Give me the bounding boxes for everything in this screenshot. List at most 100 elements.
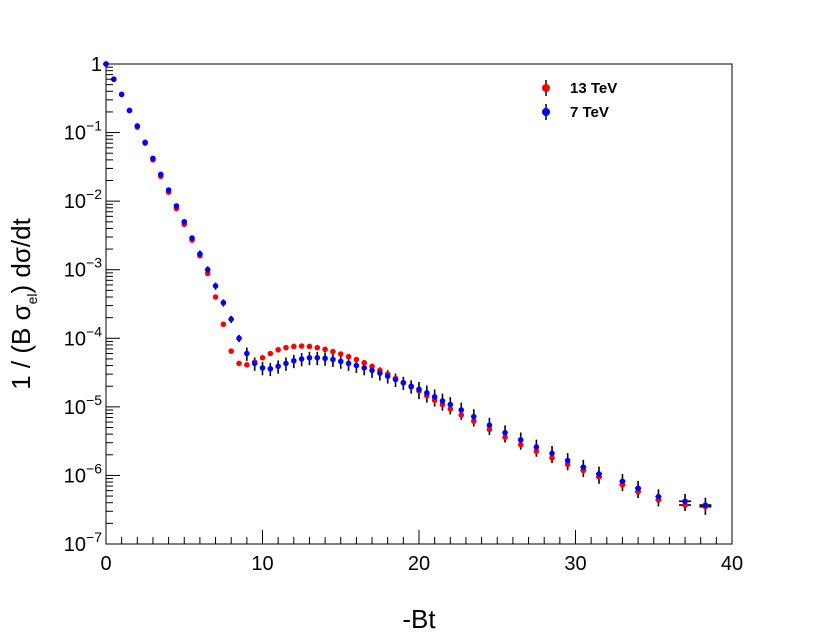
data-point [580,464,587,470]
data-point [392,376,399,383]
data-point [337,351,344,357]
data-point [244,362,250,368]
data-point [353,362,360,369]
data-point [330,348,336,355]
data-point [173,203,180,209]
data-point [377,370,383,376]
data-point [306,354,313,361]
y-tick-label: 10−5 [64,392,102,419]
data-point [259,354,266,361]
data-point [439,398,446,404]
data-point [220,299,227,306]
data-point [564,457,571,464]
data-point [126,107,133,114]
data-point [298,343,305,349]
data-point [470,413,477,420]
data-point [298,356,305,362]
data-point [408,383,414,390]
data-point [361,365,368,371]
data-point [533,444,540,450]
x-axis-title: -Bt [402,604,436,634]
data-point [291,343,297,350]
data-point [204,266,211,273]
data-point [228,316,234,322]
data-point [369,363,375,370]
data-point [416,386,422,393]
data-point [533,448,540,455]
data-point [251,360,258,367]
data-point [502,429,508,436]
data-point [220,321,227,328]
data-point [283,344,289,351]
data-point [549,455,555,461]
legend-marker [542,84,550,92]
data-point [486,426,493,433]
x-tick-label: 0 [100,553,111,575]
data-point [337,358,344,365]
data-point [486,422,493,429]
y-tick-label: 10−6 [64,460,102,487]
data-point [655,493,662,500]
data-point [702,502,709,508]
data-point [118,91,125,98]
y-tick-label: 10−4 [64,323,102,350]
data-point [150,155,156,162]
legend-label: 13 TeV [570,80,617,97]
data-point [314,354,321,361]
data-point [157,171,164,178]
data-point [322,346,328,353]
data-point [682,498,688,505]
data-point [181,218,188,225]
data-point [424,390,430,396]
data-point [267,350,274,357]
data-point [197,251,203,257]
data-point [400,379,407,386]
data-point [236,335,242,342]
data-point [458,407,465,413]
plot-frame [105,63,733,545]
data-point [142,139,148,146]
data-point [111,76,117,83]
data-point [619,478,626,485]
data-point [228,348,234,354]
y-tick-label: 10−1 [64,118,102,145]
data-point [330,356,336,363]
data-point [517,437,524,443]
data-point [345,360,352,367]
legend-marker [542,108,550,116]
legend-label: 7 TeV [570,104,609,121]
data-point [353,356,360,363]
x-tick-label: 20 [408,553,430,575]
data-point [322,355,328,362]
data-point [236,360,242,367]
data-point [275,363,281,370]
data-point [447,406,454,412]
data-point [458,412,465,418]
data-point [275,346,281,353]
data-point [369,367,375,374]
data-point [283,360,289,367]
data-point [212,283,219,289]
data-point [517,441,524,448]
data-point [502,434,508,441]
data-point [470,418,477,424]
data-point [165,187,172,193]
data-point [244,350,250,357]
x-tick-label: 30 [564,553,586,575]
data-point [306,343,313,350]
data-point [189,235,195,241]
axes: 0 10 20 30 40 1 10−1 10−2 10−3 10−4 10−5 10−6 10−7 [64,54,743,575]
data-point [361,359,368,366]
data-point [345,353,352,360]
data-point [291,357,297,364]
x-tick-label: 10 [251,553,273,575]
y-axis-title: 1 / (B σel) dσ/dt [6,217,40,389]
data-point [314,344,321,351]
y-tick-label: 10−7 [64,529,102,556]
data-point [431,394,438,400]
data-point [134,123,141,129]
data-point [596,471,602,477]
data-point [549,450,555,457]
data-point [564,461,571,468]
